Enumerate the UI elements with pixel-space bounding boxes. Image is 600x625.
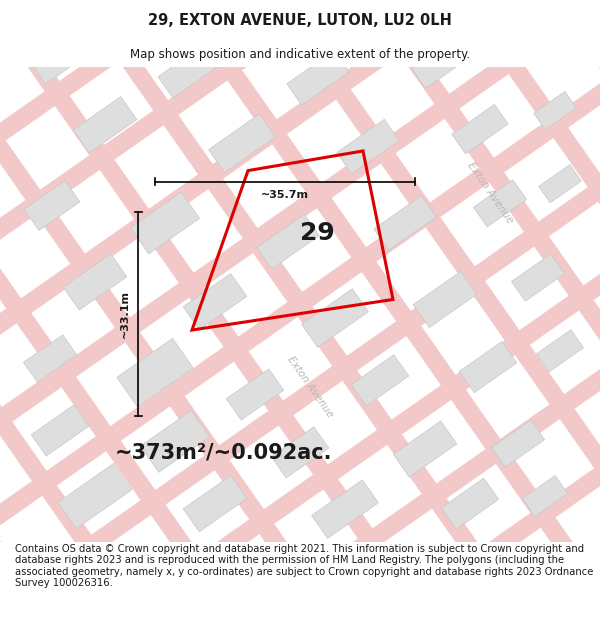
Polygon shape (452, 104, 508, 154)
Polygon shape (534, 91, 576, 129)
Polygon shape (0, 0, 600, 444)
Polygon shape (337, 119, 399, 174)
Polygon shape (226, 369, 284, 420)
Text: ~373m²/~0.092ac.: ~373m²/~0.092ac. (115, 442, 332, 462)
Polygon shape (0, 36, 600, 625)
Polygon shape (0, 0, 600, 253)
Polygon shape (523, 476, 568, 516)
Polygon shape (160, 0, 600, 625)
Polygon shape (24, 181, 80, 231)
Polygon shape (63, 254, 127, 310)
Polygon shape (0, 228, 600, 625)
Polygon shape (0, 0, 600, 509)
Polygon shape (536, 330, 584, 372)
Polygon shape (158, 42, 222, 98)
Polygon shape (0, 100, 600, 625)
Polygon shape (183, 476, 247, 532)
Polygon shape (287, 0, 600, 625)
Polygon shape (58, 463, 132, 529)
Text: Contains OS data © Crown copyright and database right 2021. This information is : Contains OS data © Crown copyright and d… (15, 544, 593, 588)
Polygon shape (473, 180, 527, 227)
Text: Map shows position and indicative extent of the property.: Map shows position and indicative extent… (130, 48, 470, 61)
Polygon shape (352, 0, 600, 625)
Polygon shape (0, 0, 600, 572)
Polygon shape (183, 274, 247, 330)
Text: 29, EXTON AVENUE, LUTON, LU2 0LH: 29, EXTON AVENUE, LUTON, LU2 0LH (148, 13, 452, 28)
Polygon shape (31, 405, 89, 456)
Polygon shape (0, 0, 568, 625)
Polygon shape (0, 0, 600, 381)
Polygon shape (491, 420, 545, 468)
Polygon shape (0, 0, 248, 625)
Polygon shape (0, 356, 600, 625)
Polygon shape (96, 0, 600, 625)
Polygon shape (287, 51, 349, 105)
Polygon shape (393, 421, 457, 477)
Polygon shape (32, 34, 88, 84)
Polygon shape (412, 39, 468, 88)
Polygon shape (0, 164, 600, 625)
Polygon shape (0, 0, 440, 625)
Polygon shape (311, 480, 379, 538)
Text: ~33.1m: ~33.1m (120, 290, 130, 338)
Polygon shape (0, 0, 504, 625)
Polygon shape (374, 196, 436, 250)
Polygon shape (0, 292, 600, 625)
Polygon shape (413, 271, 477, 328)
Text: Exton Avenue: Exton Avenue (465, 160, 515, 225)
Polygon shape (302, 289, 368, 348)
Polygon shape (23, 335, 77, 382)
Polygon shape (0, 0, 313, 625)
Text: Exton Avenue: Exton Avenue (285, 354, 335, 419)
Polygon shape (73, 97, 137, 153)
Polygon shape (209, 114, 275, 172)
Polygon shape (351, 355, 409, 406)
Polygon shape (539, 164, 581, 202)
Polygon shape (0, 0, 376, 625)
Polygon shape (117, 338, 193, 407)
Polygon shape (0, 0, 600, 317)
Text: 29: 29 (299, 221, 334, 245)
Polygon shape (130, 192, 200, 254)
Polygon shape (271, 427, 329, 478)
Polygon shape (140, 411, 209, 472)
Polygon shape (511, 254, 565, 301)
Text: ~35.7m: ~35.7m (261, 189, 309, 199)
Polygon shape (257, 214, 319, 269)
Polygon shape (441, 478, 499, 529)
Polygon shape (459, 342, 517, 392)
Polygon shape (224, 0, 600, 625)
Polygon shape (32, 0, 600, 625)
